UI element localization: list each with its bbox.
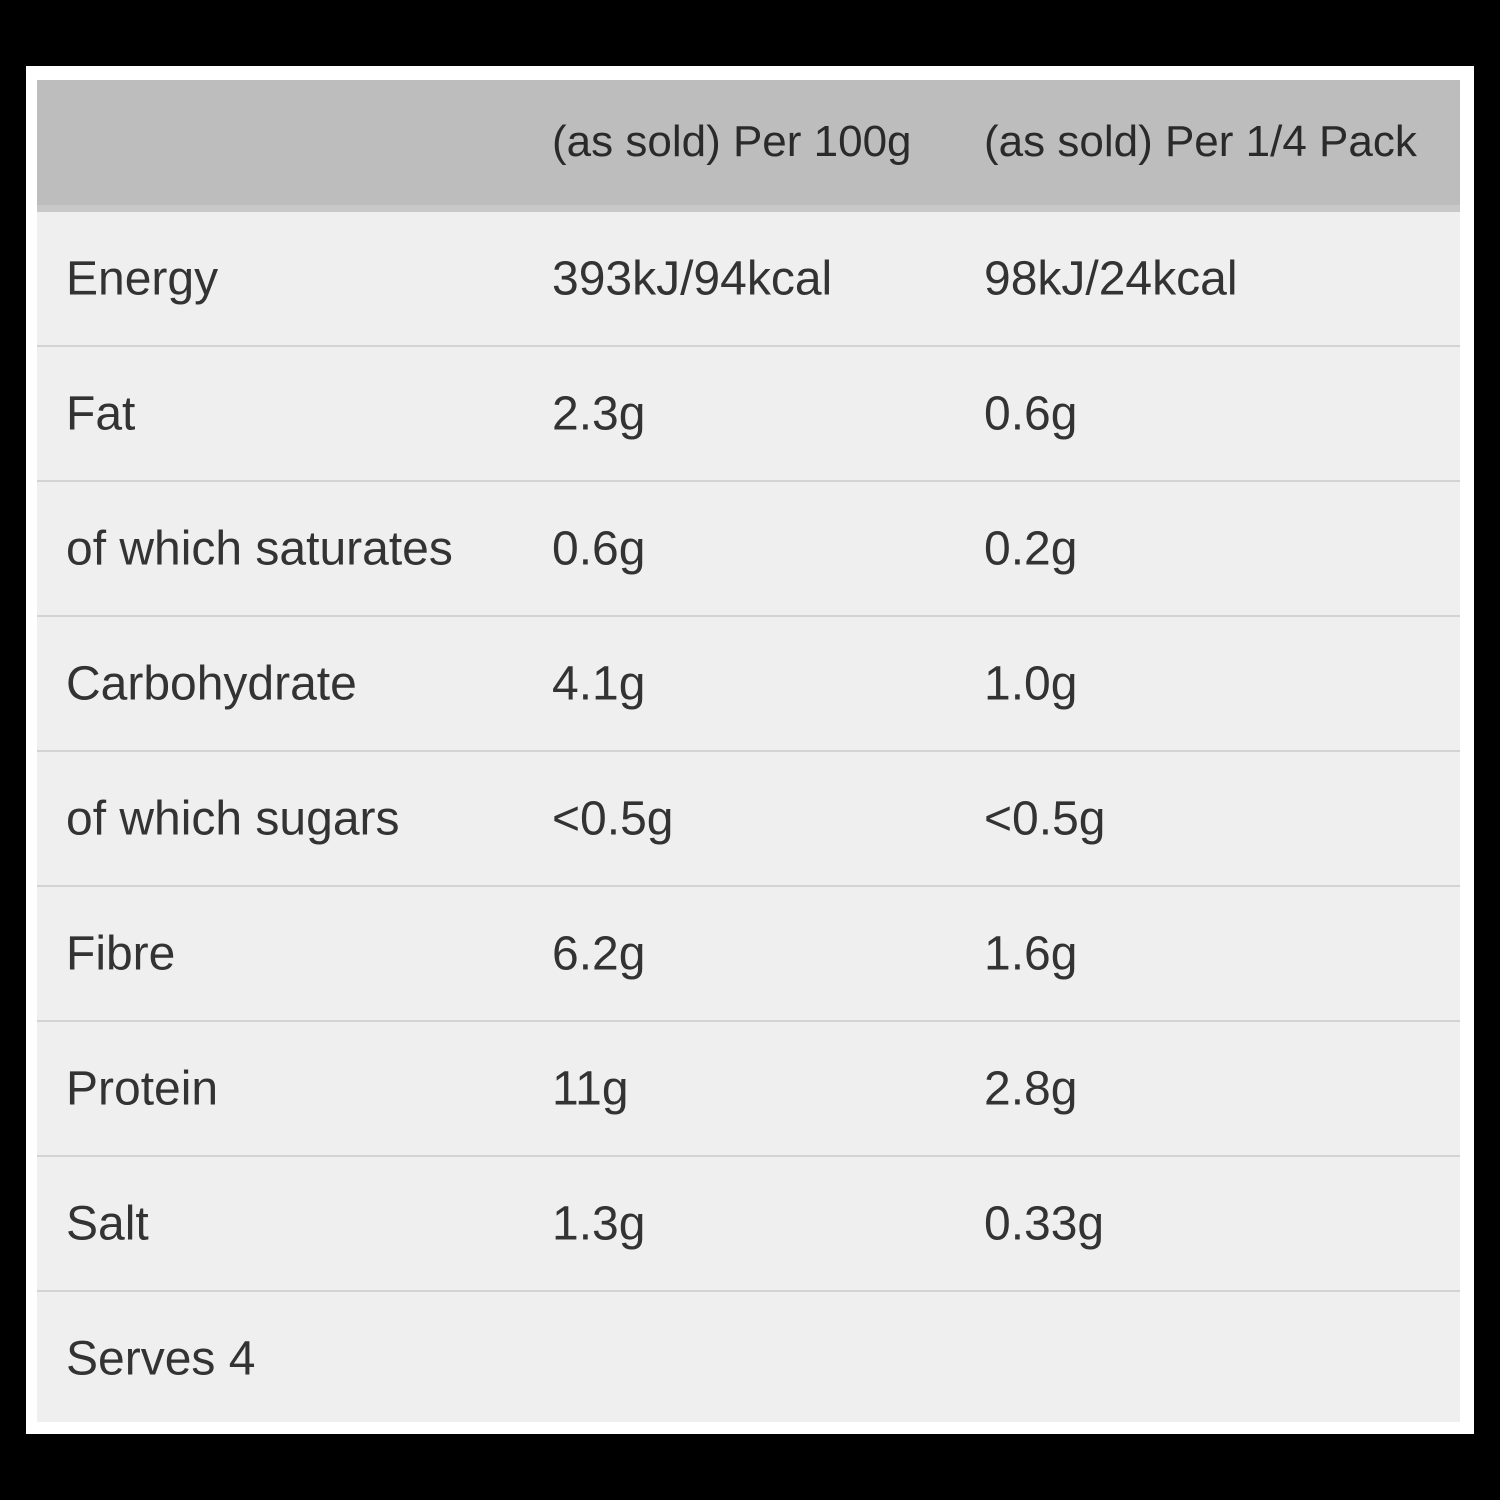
per-quarter-pack-value: 1.6g <box>984 927 1078 980</box>
per-quarter-pack-value: 0.33g <box>984 1197 1105 1250</box>
table-row: of which sugars <0.5g <0.5g <box>37 752 1460 887</box>
nutrient-name: Carbohydrate <box>66 657 357 710</box>
per-100g-value: 1.3g <box>552 1197 646 1250</box>
per-quarter-pack-value: 2.8g <box>984 1062 1078 1115</box>
table-row: Energy 393kJ/94kcal 98kJ/24kcal <box>37 212 1460 347</box>
per-100g-value: 6.2g <box>552 927 646 980</box>
serves-label: Serves 4 <box>66 1332 256 1385</box>
per-quarter-pack-value: 0.6g <box>984 387 1078 440</box>
table-row: Carbohydrate 4.1g 1.0g <box>37 617 1460 752</box>
per-quarter-pack-value: 98kJ/24kcal <box>984 252 1238 305</box>
nutrient-name: Energy <box>66 252 219 305</box>
nutrient-name: Protein <box>66 1062 219 1115</box>
table-row: Protein 11g 2.8g <box>37 1022 1460 1157</box>
table-header: (as sold) Per 100g (as sold) Per 1/4 Pac… <box>37 80 1460 212</box>
table-row: Salt 1.3g 0.33g <box>37 1157 1460 1292</box>
per-quarter-pack-value: 1.0g <box>984 657 1078 710</box>
per-100g-value: <0.5g <box>552 792 674 845</box>
per-100g-value: 11g <box>552 1062 629 1115</box>
per-100g-value: 2.3g <box>552 387 646 440</box>
per-100g-value: 393kJ/94kcal <box>552 252 833 305</box>
per-quarter-pack-value: 0.2g <box>984 522 1078 575</box>
nutrition-table: (as sold) Per 100g (as sold) Per 1/4 Pac… <box>37 80 1460 1422</box>
header-per-100g: (as sold) Per 100g <box>552 117 912 166</box>
nutrient-name: Fibre <box>66 927 176 980</box>
table-row: of which saturates 0.6g 0.2g <box>37 482 1460 617</box>
per-quarter-pack-value: <0.5g <box>984 792 1106 845</box>
table-row-serves: Serves 4 <box>37 1292 1460 1425</box>
nutrient-name: Fat <box>66 387 136 440</box>
header-per-quarter-pack: (as sold) Per 1/4 Pack <box>984 117 1417 166</box>
table-row: Fibre 6.2g 1.6g <box>37 887 1460 1022</box>
nutrient-name: Salt <box>66 1197 149 1250</box>
per-100g-value: 0.6g <box>552 522 646 575</box>
nutrient-name: of which saturates <box>66 522 453 575</box>
nutrient-name: of which sugars <box>66 792 400 845</box>
per-100g-value: 4.1g <box>552 657 646 710</box>
table-row: Fat 2.3g 0.6g <box>37 347 1460 482</box>
